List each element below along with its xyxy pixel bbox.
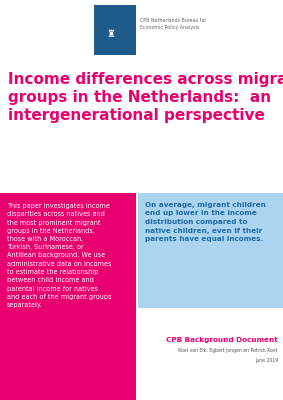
Text: June 2019: June 2019 [255, 358, 278, 363]
Text: This paper investigates income
disparities across natives and
the most prominent: This paper investigates income dispariti… [7, 203, 112, 308]
Bar [94, 5, 136, 55]
Text: Roel van Elk, Egbert Jongen en Patrick Koot: Roel van Elk, Egbert Jongen en Patrick K… [179, 348, 278, 353]
Text: CPB Background Document: CPB Background Document [166, 337, 278, 343]
Bar [138, 193, 283, 308]
Text: On average, migrant children
end up lower in the income
distribution compared to: On average, migrant children end up lowe… [145, 202, 266, 242]
Text: ♜: ♜ [106, 29, 115, 39]
Text: CPB Netherlands Bureau for
Economic Policy Analysis: CPB Netherlands Bureau for Economic Poli… [140, 18, 206, 30]
Text: Income differences across migrant
groups in the Netherlands:  an
intergeneration: Income differences across migrant groups… [8, 72, 283, 123]
Bar [0, 193, 136, 400]
